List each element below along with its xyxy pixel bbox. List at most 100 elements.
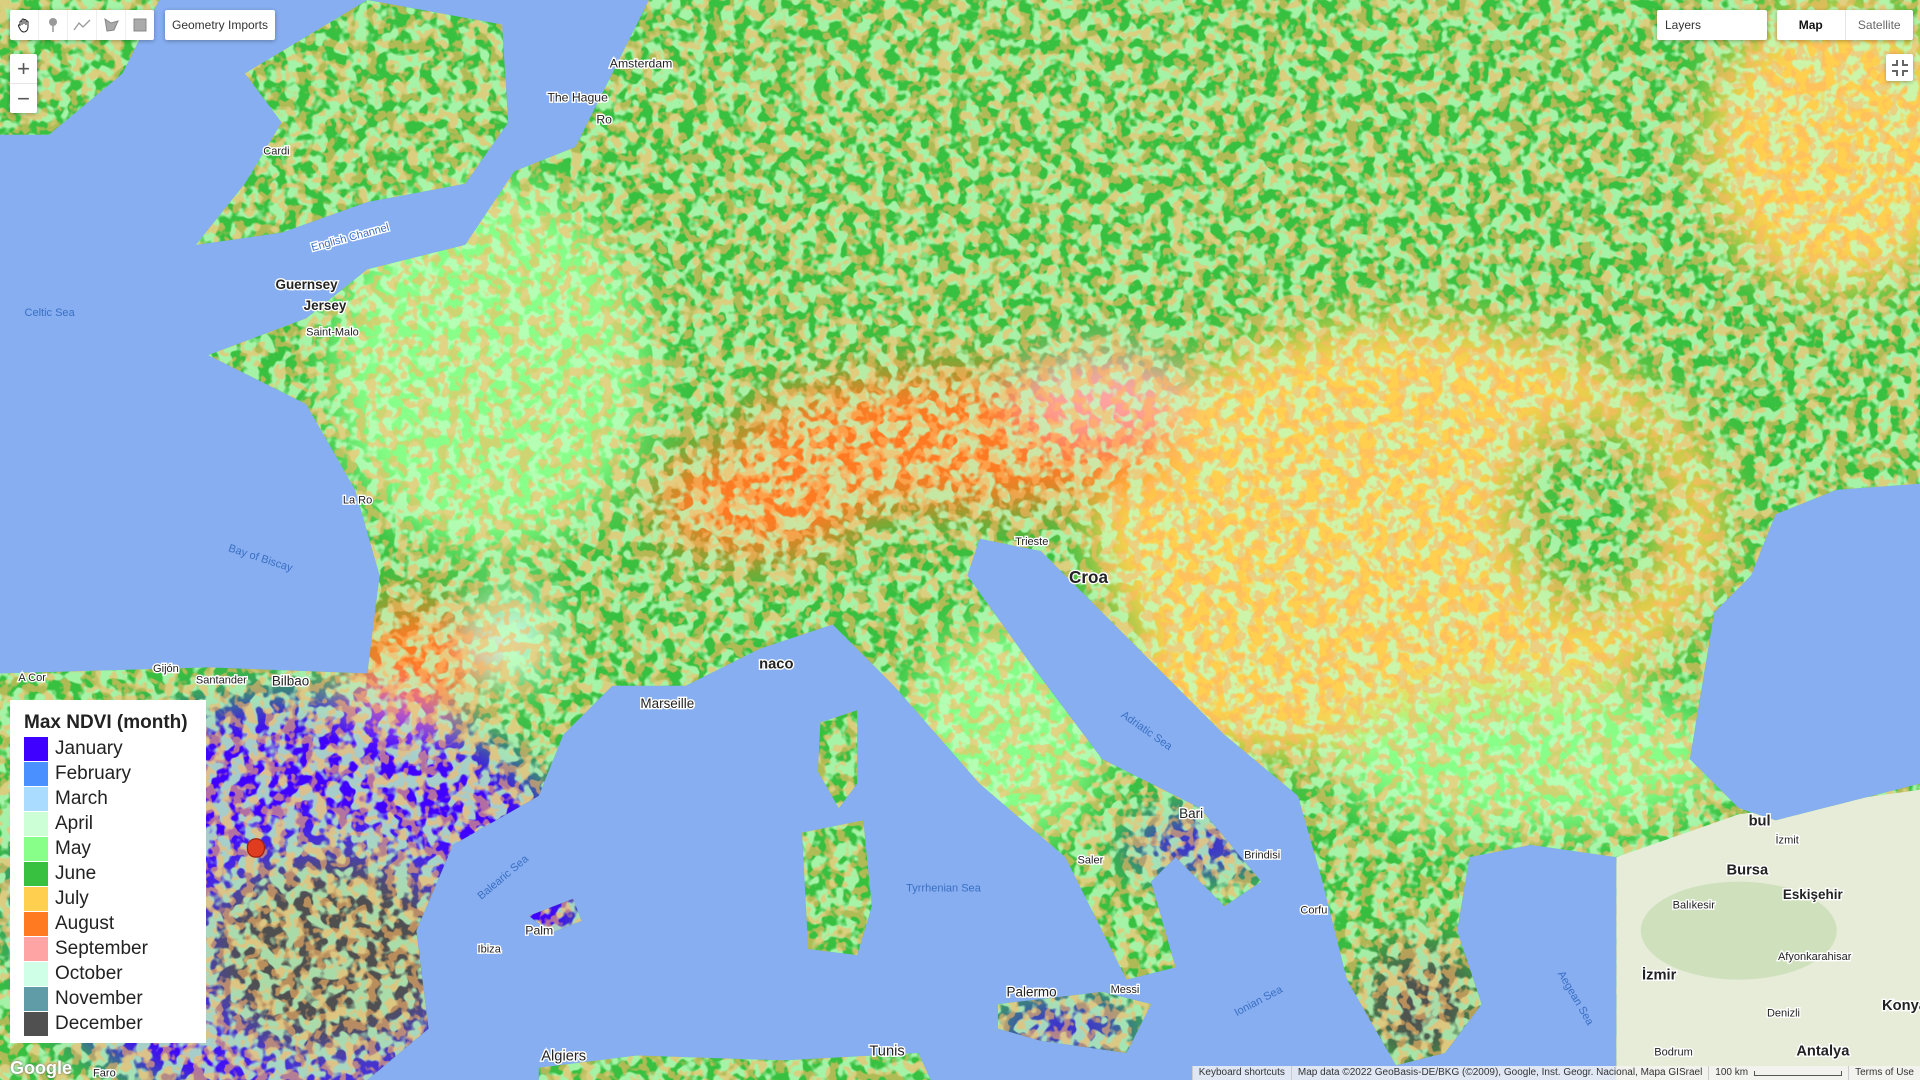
legend-swatch [24, 786, 48, 811]
legend-label: February [55, 762, 132, 784]
scale-bar[interactable]: 100 km [1708, 1066, 1849, 1080]
legend-item: October [24, 961, 206, 986]
scale-line [1754, 1070, 1843, 1076]
place-label: Jersey [304, 298, 347, 313]
place-label: Eskişehir [1783, 887, 1844, 902]
legend-swatch [24, 886, 48, 911]
place-label: Brindisi [1244, 849, 1280, 861]
legend-item: August [24, 911, 206, 936]
place-label: Antalya [1796, 1044, 1850, 1060]
place-label: Santander [196, 674, 247, 686]
place-label: Saint-Malo [306, 327, 359, 339]
legend-label: November [55, 987, 143, 1009]
legend-swatch [24, 836, 48, 861]
place-label: İzmir [1642, 967, 1677, 984]
legend-panel: Max NDVI (month) January February March Apr… [10, 700, 206, 1043]
legend-swatch [24, 911, 48, 936]
place-label: Bodrum [1654, 1047, 1693, 1059]
google-logo: Google [10, 1058, 72, 1078]
legend-label: May [55, 837, 91, 859]
map-data-attribution: Map data ©2022 GeoBasis-DE/BKG (©2009), … [1290, 1066, 1709, 1080]
map-type-satellite-button[interactable]: Satellite [1857, 18, 1901, 32]
drawing-toolbar [10, 10, 154, 40]
zoom-in-button[interactable]: + [10, 54, 37, 84]
add-marker-button[interactable] [39, 10, 68, 40]
layers-label: Layers [1665, 18, 1702, 32]
draw-line-button[interactable] [68, 10, 97, 40]
legend-item: June [24, 861, 206, 886]
legend-label: July [55, 887, 89, 909]
zoom-control: + − [10, 54, 37, 113]
place-label: Saler [1078, 854, 1104, 866]
legend-label: June [55, 862, 97, 884]
place-label: Afyonkarahisar [1778, 951, 1852, 963]
rectangle-icon [133, 18, 147, 32]
place-label: Palm [525, 923, 553, 937]
legend-label: March [55, 787, 108, 809]
zoom-out-button[interactable]: − [17, 85, 30, 111]
scale-label: 100 km [1715, 1067, 1749, 1078]
layers-dropdown[interactable]: Layers [1657, 10, 1767, 40]
place-label: The Hague [547, 91, 608, 105]
line-icon [73, 19, 91, 31]
legend-swatch [24, 736, 48, 761]
legend-item: December [24, 1011, 206, 1036]
map-type-map-button[interactable]: Map [1777, 10, 1846, 40]
map-type-control: Map Satellite [1777, 10, 1913, 40]
legend-swatch [24, 1011, 48, 1036]
legend-title: Max NDVI (month) [24, 712, 188, 733]
legend-item: April [24, 811, 206, 836]
hand-icon [17, 18, 29, 33]
legend-swatch [24, 761, 48, 786]
legend-item: March [24, 786, 206, 811]
place-label: Messi [1111, 984, 1140, 996]
place-label: İzmit [1776, 834, 1799, 847]
place-label: Cardi [263, 145, 289, 157]
legend-label: April [55, 812, 94, 834]
place-label: Amsterdam [610, 56, 673, 70]
place-label: Konya [1882, 998, 1920, 1014]
legend-item: November [24, 986, 206, 1011]
legend-label: January [55, 737, 123, 759]
draw-rectangle-button[interactable] [126, 10, 154, 40]
place-label: Algiers [541, 1048, 586, 1064]
place-label: Marseille [640, 696, 694, 711]
marker-icon [49, 18, 57, 32]
place-label: Trieste [1015, 536, 1048, 548]
place-label: Bilbao [272, 674, 309, 689]
legend-swatch [24, 936, 48, 961]
place-label: naco [759, 657, 793, 673]
legend-item: September [24, 936, 206, 961]
place-label: Guernsey [276, 277, 339, 292]
place-label: Bari [1179, 806, 1203, 821]
draw-polygon-button[interactable] [97, 10, 126, 40]
geometry-imports-button[interactable]: Geometry Imports [165, 10, 275, 40]
place-label: Palermo [1007, 985, 1057, 1000]
place-label: A Cor [18, 672, 46, 684]
place-label: Tyrrhenian Sea [906, 882, 982, 894]
terms-of-use-link[interactable]: Terms of Use [1848, 1066, 1920, 1080]
fullscreen-button[interactable] [1886, 54, 1913, 81]
place-label: Faro [93, 1067, 116, 1079]
keyboard-shortcuts-link[interactable]: Keyboard shortcuts [1191, 1066, 1291, 1080]
polygon-icon [104, 18, 119, 32]
legend-item: July [24, 886, 206, 911]
legend-label: September [55, 937, 148, 959]
place-label: Bursa [1727, 862, 1769, 878]
location-marker-icon[interactable] [246, 838, 266, 858]
legend-label: August [55, 912, 115, 934]
attribution-bar: Keyboard shortcuts Map data ©2022 GeoBas… [1191, 1066, 1920, 1080]
place-label: Corfu [1300, 904, 1327, 916]
place-label: Balıkesir [1673, 900, 1716, 912]
place-label: Croa [1069, 567, 1108, 587]
place-label: Ro [596, 113, 612, 127]
place-label: Celtic Sea [24, 307, 75, 319]
pan-tool-button[interactable] [10, 10, 39, 40]
legend-item: May [24, 836, 206, 861]
legend-swatch [24, 861, 48, 886]
place-label: Ibiza [478, 944, 502, 956]
legend-swatch [24, 811, 48, 836]
place-label: Denizli [1767, 1007, 1800, 1019]
legend-label: October [55, 962, 123, 984]
